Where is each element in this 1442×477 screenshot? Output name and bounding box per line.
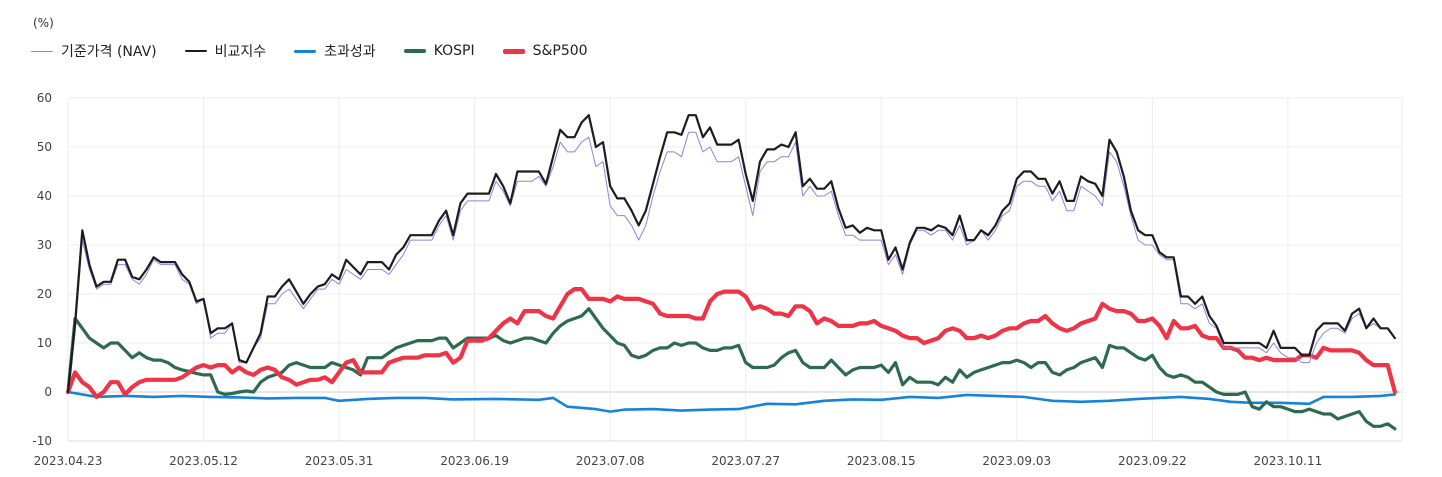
legend-label-excess: 초과성과 (324, 44, 376, 60)
legend-label-sp500: S&P500 (532, 43, 588, 59)
legend-label-benchmark: 비교지수 (214, 44, 267, 60)
legend-label-nav: 기준가격 (NAV) (61, 44, 157, 60)
series-line-0 (67, 131, 1396, 393)
x-axis-ticks: 2023.04.23 2023.05.12 2023.05.31 2023.06.19… (34, 454, 1323, 468)
x-tick-label: 2023.09.03 (982, 454, 1051, 468)
series-lines (65, 114, 1397, 431)
series-line-2 (66, 390, 1397, 413)
chart-grid (67, 97, 1403, 442)
x-tick-label: 2023.09.22 (1118, 454, 1187, 468)
legend-item-nav[interactable]: 기준가격 (NAV) (31, 41, 157, 61)
y-tick-label: 30 (37, 238, 52, 252)
x-tick-label: 2023.10.11 (1254, 454, 1323, 468)
x-tick-label: 2023.06.19 (440, 454, 509, 468)
y-tick-label: 0 (44, 385, 52, 399)
y-tick-label: 60 (37, 91, 52, 105)
x-tick-label: 2023.07.08 (576, 454, 645, 468)
y-axis-ticks: 60 50 40 30 20 10 0 -10 (32, 91, 52, 448)
legend-label-kospi: KOSPI (433, 43, 475, 59)
x-tick-label: 2023.04.23 (34, 454, 103, 468)
y-axis-unit-label: (%) (33, 16, 54, 30)
legend-item-sp500[interactable]: S&P500 (502, 43, 588, 59)
legend-item-benchmark[interactable]: 비교지수 (184, 41, 267, 61)
chart-legend: 기준가격 (NAV) 비교지수 초과성과 KOSPI S&P500 (31, 41, 616, 61)
y-tick-label: -10 (32, 434, 52, 448)
legend-swatch-sp500 (502, 48, 525, 54)
legend-swatch-excess (294, 49, 317, 53)
legend-item-excess[interactable]: 초과성과 (294, 41, 376, 61)
y-tick-label: 10 (37, 336, 52, 350)
y-tick-label: 20 (37, 287, 52, 301)
legend-swatch-kospi (403, 49, 426, 53)
series-line-1 (66, 114, 1396, 394)
series-line-4 (65, 287, 1397, 399)
legend-swatch-nav (31, 50, 53, 52)
legend-swatch-benchmark (184, 50, 207, 52)
y-tick-label: 50 (37, 140, 52, 154)
x-tick-label: 2023.07.27 (711, 454, 780, 468)
legend-item-kospi[interactable]: KOSPI (403, 43, 475, 59)
x-tick-label: 2023.05.31 (305, 454, 374, 468)
x-tick-label: 2023.05.12 (169, 454, 238, 468)
x-tick-label: 2023.08.15 (847, 454, 916, 468)
series-line-3 (66, 307, 1397, 431)
y-tick-label: 40 (37, 189, 52, 203)
